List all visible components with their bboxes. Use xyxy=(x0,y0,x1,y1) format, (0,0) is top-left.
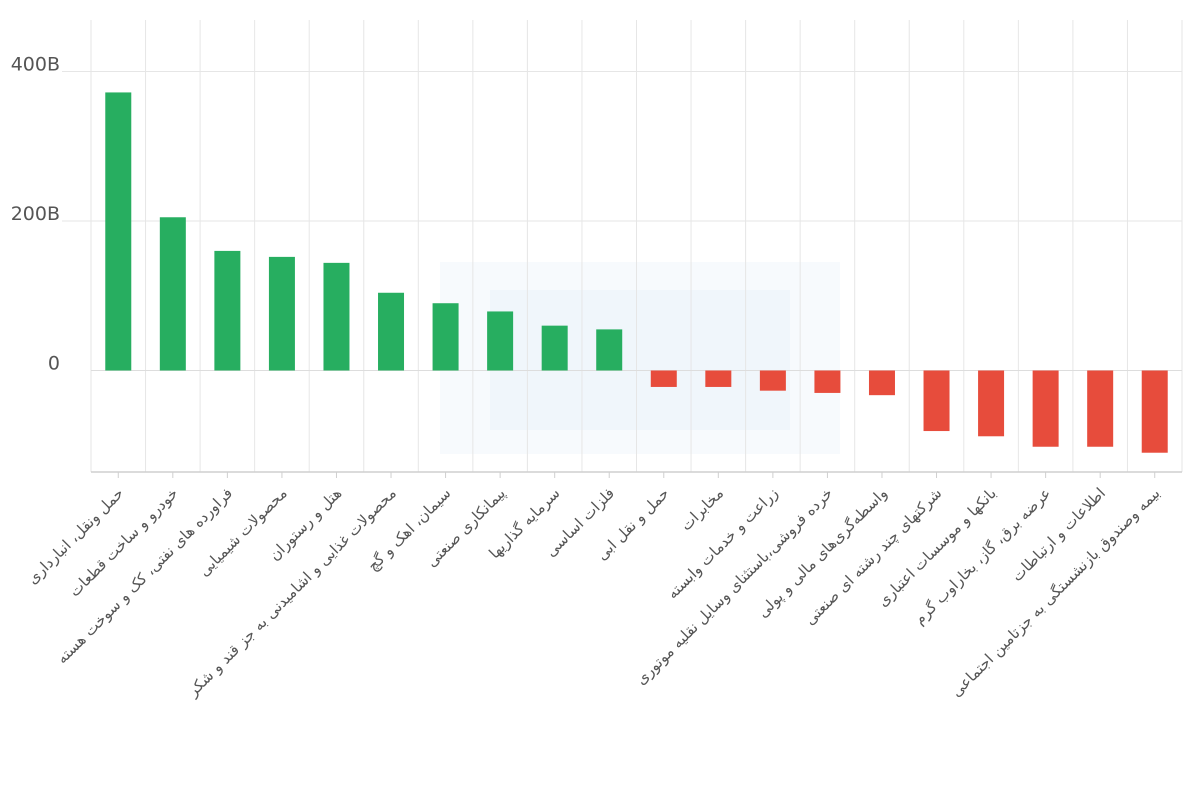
watermark-logo xyxy=(440,262,840,454)
bar xyxy=(268,256,295,371)
x-tick-label: مخابرات xyxy=(677,484,727,534)
bar xyxy=(759,370,786,391)
bar xyxy=(978,370,1005,437)
x-tick-label: حمل ونقل، انبارداری xyxy=(23,484,127,588)
bars xyxy=(105,92,1168,453)
bar xyxy=(378,292,405,371)
bar xyxy=(923,370,950,432)
grid-lines xyxy=(90,20,1183,472)
bar xyxy=(159,217,186,371)
bar xyxy=(1141,370,1168,453)
bar xyxy=(541,325,568,371)
bar xyxy=(214,250,241,371)
bar xyxy=(323,262,350,371)
bar xyxy=(1032,370,1059,447)
y-tick-label: 0 xyxy=(48,353,60,375)
bar xyxy=(432,303,459,371)
y-tick-label: 200B xyxy=(11,203,60,225)
bar xyxy=(814,370,841,393)
bar xyxy=(705,370,732,387)
bar xyxy=(105,92,132,371)
bar xyxy=(487,311,514,371)
y-tick-label: 400B xyxy=(11,54,60,76)
bar xyxy=(650,370,677,387)
bar xyxy=(868,370,895,396)
bar xyxy=(596,329,623,371)
bar xyxy=(1087,370,1114,447)
x-tick-label: خرده فروشی،باستثنای وسایل نقلیه موتوری xyxy=(632,484,836,688)
x-tick-label: اطلاعات و ارتباطات xyxy=(1008,484,1109,585)
